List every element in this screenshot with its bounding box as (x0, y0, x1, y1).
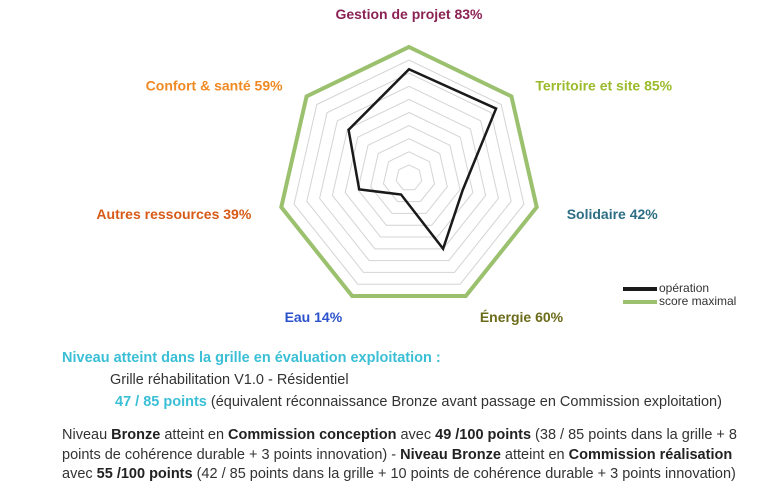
grid-ring (319, 85, 499, 262)
axis-label: Énergie 60% (480, 309, 564, 325)
radar-chart: Gestion de projet 83% Territoire et site … (96, 6, 672, 325)
axis-label: Gestion de projet 83% (335, 6, 483, 22)
grid-ring (357, 125, 461, 226)
grid-ring (331, 98, 487, 250)
commission-paragraph: Niveau Bronze atteint en Commission conc… (62, 426, 762, 485)
points-value: 47 / 85 points (115, 394, 207, 410)
grid-ring (395, 164, 423, 191)
para-bold: Commission conception (228, 427, 397, 443)
axis-label: Territoire et site 85% (535, 77, 672, 93)
para-bold: Commission réalisation (568, 446, 733, 463)
chart-legend: opération score maximal (623, 282, 736, 308)
grid-ring (382, 151, 436, 203)
grid-ring (293, 59, 525, 285)
para-text: (42 / 85 points dans la grille + 10 poin… (192, 466, 736, 482)
grid-ring (280, 46, 538, 297)
legend-swatch-max (623, 299, 657, 304)
legend-item-max: score maximal (623, 295, 736, 308)
axis-label: Eau 14% (285, 309, 343, 325)
legend-swatch-operation (623, 286, 657, 291)
legend-label-operation: opération (659, 281, 710, 295)
grid-ring (306, 72, 512, 273)
para-bold: 49 /100 points (435, 427, 532, 443)
legend-label-max: score maximal (659, 294, 737, 308)
para-text: atteint en (500, 446, 569, 463)
series-operation (347, 67, 498, 252)
evaluation-heading: Niveau atteint dans la grille en évaluat… (62, 350, 441, 366)
series-score-maximal (279, 44, 539, 299)
legend-item-operation: opération (623, 282, 736, 295)
grid-ring (370, 138, 448, 214)
para-text: atteint en (160, 427, 229, 443)
para-bold: 55 /100 points (96, 466, 193, 482)
para-text: avec (396, 427, 436, 443)
para-text: (38 / 85 points dans la grille + 8 point… (62, 427, 737, 463)
grid-ring (344, 111, 474, 238)
para-text: Niveau (62, 427, 112, 443)
para-text: avec (62, 466, 97, 482)
points-line: 47 / 85 points (équivalent réconnaissanc… (115, 394, 722, 410)
para-bold: Bronze (111, 427, 161, 443)
para-bold: Niveau Bronze (400, 446, 501, 463)
axis-label: Confort & santé 59% (146, 77, 283, 93)
axis-label: Solidaire 42% (567, 206, 659, 222)
radar-grid (280, 46, 538, 297)
grid-name: Grille réhabilitation V1.0 - Résidentiel (110, 372, 349, 388)
points-note: (équivalent réconnaissance Bronze avant … (206, 394, 722, 410)
axis-label: Autres ressources 39% (96, 206, 251, 222)
